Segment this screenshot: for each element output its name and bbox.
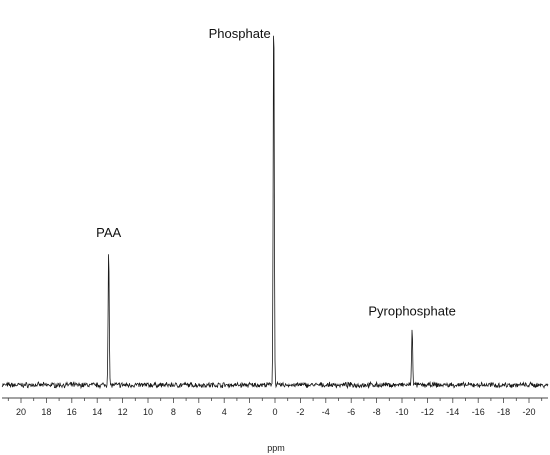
x-tick-label: 6 [196, 407, 201, 417]
x-tick-label: -4 [322, 407, 330, 417]
x-tick-label: 20 [16, 407, 26, 417]
x-tick-label: -6 [347, 407, 355, 417]
x-tick-label: 0 [272, 407, 277, 417]
x-tick-label: 16 [67, 407, 77, 417]
x-tick-label: 18 [41, 407, 51, 417]
spectrum-line [1, 35, 549, 390]
x-tick-label: -14 [446, 407, 459, 417]
x-tick-label: -16 [472, 407, 485, 417]
x-tick-label: -8 [373, 407, 381, 417]
x-axis-title: ppm [267, 443, 285, 453]
x-tick-label: 4 [222, 407, 227, 417]
x-tick-label: 8 [171, 407, 176, 417]
x-tick-label: 14 [92, 407, 102, 417]
peak-label-phosphate: Phosphate [209, 26, 271, 41]
x-tick-label: -18 [497, 407, 510, 417]
peak-label-pyrophosphate: Pyrophosphate [368, 304, 455, 319]
x-tick-label: 12 [118, 407, 128, 417]
peak-labels: PAA Phosphate Pyrophosphate [96, 26, 456, 319]
x-tick-label: -2 [296, 407, 304, 417]
x-tick-label: -12 [421, 407, 434, 417]
x-axis-ticks: 20 18 16 14 12 10 8 6 4 2 0 -2 -4 -6 -8 -10 -12 -14 -16 -18… [7, 398, 543, 417]
peak-label-paa: PAA [96, 225, 121, 240]
x-tick-label: 2 [247, 407, 252, 417]
spectrum-layer [1, 35, 549, 390]
x-tick-label: 10 [143, 407, 153, 417]
x-tick-label: -20 [522, 407, 535, 417]
x-tick-label: -10 [395, 407, 408, 417]
